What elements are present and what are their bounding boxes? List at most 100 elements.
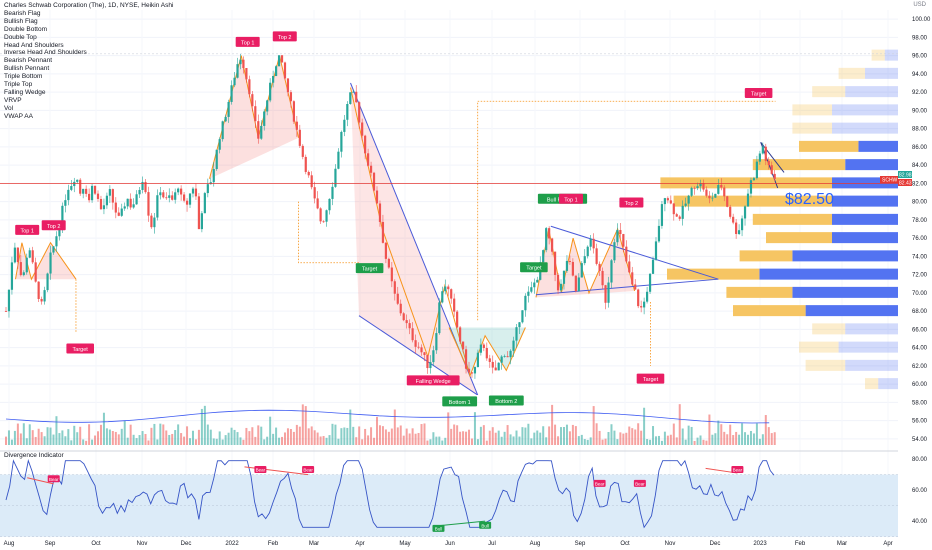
vp-up-bar: [792, 104, 832, 116]
x-tick-label: 2023: [753, 541, 767, 547]
candle-body: [355, 91, 358, 103]
legend-item[interactable]: Bearish Pennant: [4, 57, 53, 65]
candle-body: [289, 92, 293, 102]
pattern-label-bg: [558, 193, 583, 204]
candle-body: [180, 188, 183, 195]
y-tick-label: 74.00: [912, 254, 928, 260]
y-tick-label: 94.00: [912, 72, 928, 78]
candle-body: [548, 228, 551, 239]
legend-item[interactable]: VWAP AA: [4, 112, 33, 120]
volume-bar: [278, 437, 281, 445]
volume-bar: [711, 434, 714, 445]
candle-body: [562, 270, 566, 284]
price-axis[interactable]: 100.00 98.00 96.00 94.00 92.00 90.00 88.00 86.0…: [912, 17, 931, 443]
candle-body: [372, 172, 376, 191]
price-tag-text: 82.98: [899, 173, 912, 179]
pennant-upper: [550, 225, 719, 280]
candle-body: [438, 302, 441, 334]
legend-item[interactable]: Falling Wedge: [4, 88, 46, 96]
volume-bar: [459, 431, 462, 445]
time-axis[interactable]: Aug Sep Oct Nov Dec 2022 Feb Mar Apr May Jun Jul Aug…: [4, 541, 893, 547]
candle-body: [310, 175, 313, 188]
vp-down-bar: [865, 67, 898, 79]
candle-body: [551, 238, 554, 252]
legend-item[interactable]: Double Top: [4, 33, 37, 41]
volume-bar: [752, 433, 755, 445]
volume-bar: [168, 434, 171, 445]
chart-title[interactable]: Charles Schwab Corporation (The), 1D, NY…: [4, 2, 174, 9]
y-tick-label: 88.00: [912, 127, 928, 133]
legend-item[interactable]: Inverse Head And Shoulders: [4, 49, 87, 57]
volume-bar: [70, 440, 73, 445]
legend-item[interactable]: Triple Top: [4, 81, 33, 89]
candle-body: [129, 198, 132, 208]
candle-body: [90, 185, 94, 201]
legend-item[interactable]: Double Bottom: [4, 25, 47, 33]
candle-body: [473, 367, 477, 374]
volume-bar: [197, 429, 200, 445]
volume-bar: [281, 436, 284, 445]
y-tick-label: 68.00: [912, 309, 928, 315]
volume-bar: [592, 406, 595, 445]
volume-bar: [79, 426, 82, 445]
volume-bar: [298, 426, 301, 445]
candle-body: [168, 195, 171, 198]
volume-bar: [257, 425, 260, 445]
vp-down-bar: [792, 286, 898, 298]
candle-body: [375, 190, 379, 204]
vp-up-bar: [660, 177, 832, 189]
volume-bar: [610, 424, 613, 445]
volume-bar: [325, 437, 328, 445]
volume-bar: [174, 430, 177, 445]
volume-bar: [414, 433, 417, 445]
candle-body: [364, 135, 367, 154]
signal-label-bg: [47, 475, 60, 483]
volume-bar: [40, 432, 43, 445]
volume-bar: [266, 436, 269, 445]
pattern-label-bg: [636, 373, 665, 384]
legend-item[interactable]: Bearish Flag: [4, 9, 41, 17]
volume-bar: [364, 428, 367, 445]
x-tick-label: Nov: [137, 541, 148, 547]
legend-item[interactable]: Bullish Pennant: [4, 65, 50, 73]
volume-bar: [55, 416, 58, 445]
candle-body: [450, 289, 453, 299]
volume-bar: [717, 420, 720, 445]
volume-bar: [322, 436, 325, 445]
candle-body: [402, 313, 405, 321]
volume-bar: [533, 432, 536, 445]
volume-bar: [331, 423, 334, 445]
candle-body: [518, 322, 521, 328]
candle-body: [660, 204, 664, 226]
volume-bar: [705, 440, 708, 445]
oscillator-title[interactable]: Divergence Indicator: [4, 452, 64, 459]
volume-bar: [616, 439, 619, 445]
legend-item[interactable]: Vol: [4, 104, 14, 112]
candle-body: [361, 122, 364, 136]
candle-body: [743, 206, 747, 219]
x-tick-label: Feb: [268, 541, 279, 547]
volume-bar: [634, 429, 637, 445]
candle-body: [28, 250, 31, 258]
legend-item[interactable]: VRVP: [4, 96, 22, 104]
legend-item[interactable]: Head And Shoulders: [4, 41, 64, 49]
legend-item[interactable]: Bullish Flag: [4, 17, 38, 25]
vp-down-bar: [832, 213, 898, 225]
pattern-label-bg: [619, 197, 644, 208]
candle-body: [616, 230, 619, 243]
x-tick-label: Sep: [575, 541, 586, 547]
x-tick-label: 2022: [225, 541, 239, 547]
candle-body: [230, 85, 233, 102]
pattern-label-bg: [272, 31, 297, 42]
volume-bar: [643, 407, 646, 445]
volume-bar: [749, 430, 752, 445]
currency-label: USD: [913, 2, 926, 8]
candle-body: [577, 277, 580, 292]
volume-bar: [411, 428, 414, 445]
volume-bar: [601, 439, 604, 445]
legend-item[interactable]: Triple Bottom: [4, 73, 43, 81]
candle-body: [177, 188, 180, 193]
vp-down-bar: [845, 323, 898, 335]
candle-body: [631, 272, 634, 285]
